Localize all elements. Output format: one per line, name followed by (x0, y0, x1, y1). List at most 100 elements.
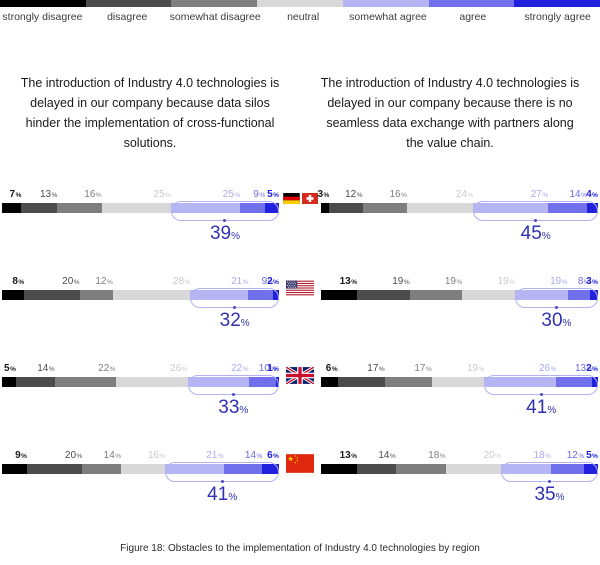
bar-segment-somewhat-agree (484, 377, 557, 387)
bar-segment-strongly-disagree (321, 377, 338, 387)
segment-value-label: 18% (533, 450, 551, 461)
segment-value-label: 6% (267, 450, 279, 461)
segment-value-label: 20% (483, 450, 502, 461)
segment-value-label: 17% (367, 363, 385, 374)
bar-segment-agree (248, 377, 277, 387)
chart-rows: 7% 13% 16% 25% 25% 9% 5% 39% 3% 12% 16% 24% 27% 14% 4%… (0, 189, 600, 537)
bar-segment-neutral (445, 464, 502, 474)
agree-total-label: 35% (534, 484, 565, 505)
bar-segment-somewhat-agree (170, 203, 241, 213)
bracket-pointer-dot (539, 393, 543, 396)
segment-value-label: 13% (575, 363, 593, 374)
bar-segment-agree (223, 464, 263, 474)
figure-caption: Figure 18: Obstacles to the implementati… (120, 543, 480, 554)
agree-total-label: 39% (209, 223, 240, 244)
bar-segment-somewhat-disagree (395, 464, 446, 474)
segment-value-label: 7% (9, 189, 22, 200)
agree-bracket (187, 375, 279, 396)
bar-segment-strongly-disagree (321, 290, 357, 300)
bar-segment-somewhat-disagree (362, 203, 407, 213)
bar-segment-strongly-disagree (321, 203, 330, 213)
agree-total-label: 32% (219, 310, 250, 331)
bracket-pointer-dot (534, 219, 538, 222)
segment-value-label: 21% (231, 276, 249, 287)
segment-value-label: 2% (586, 363, 598, 374)
bar-group-right: 6% 17% 17% 19% 26% 13% 2% 41% (321, 363, 598, 427)
bar-segment-somewhat-disagree (82, 464, 122, 474)
bar-group-right: 13% 19% 19% 19% 19% 8% 3% 30% (321, 276, 598, 340)
segment-value-label: 9% (261, 276, 274, 287)
bar-segment-agree (548, 203, 587, 213)
germany-flag-icon (282, 193, 300, 204)
segment-value-label: 3% (317, 189, 330, 200)
segment-value-label: 26% (170, 363, 188, 374)
bar-segment-neutral (431, 377, 485, 387)
bar-segment-somewhat-disagree (54, 377, 116, 387)
agree-total-label: 33% (218, 397, 249, 418)
usa-flag-icon (286, 280, 314, 296)
bar-group-left: 8% 20% 12% 28% 21% 9% 2% 32% (2, 276, 279, 340)
agree-bracket (501, 462, 598, 483)
region-flags (279, 363, 321, 450)
agree-bracket (484, 375, 598, 396)
legend-labels: strongly disagree disagree somewhat disagr… (0, 7, 600, 23)
bar-segment-neutral (112, 290, 191, 300)
region-flags (279, 276, 321, 363)
bar-segment-somewhat-disagree (79, 290, 113, 300)
bar-segment-strongly-disagree (2, 290, 25, 300)
legend-swatch-disagree (85, 0, 172, 7)
bar-group-right: 13% 14% 18% 20% 18% 12% 5% 35% (321, 450, 598, 514)
segment-value-label: 26% (539, 363, 557, 374)
bar-segment-strongly-disagree (2, 377, 16, 387)
bar-segment-strongly-disagree (2, 464, 27, 474)
legend-swatch-neutral (257, 0, 343, 7)
legend-swatch-somewhat-disagree (171, 0, 258, 7)
segment-value-labels: 9% 20% 14% 16% 21% 14% 6% (2, 450, 279, 462)
segment-value-label: 14% (378, 450, 396, 461)
bar-segment-neutral (121, 464, 166, 474)
bar-segment-somewhat-agree (187, 377, 249, 387)
segment-value-labels: 13% 19% 19% 19% 19% 8% 3% (321, 276, 598, 288)
bar-segment-agree (240, 203, 266, 213)
segment-value-labels: 8% 20% 12% 28% 21% 9% 2% (2, 276, 279, 288)
segment-value-label: 12% (345, 189, 363, 200)
legend-swatch-somewhat-agree (342, 0, 429, 7)
region-row-united-states: 8% 20% 12% 28% 21% 9% 2% 32% 13% 19% 19% 19% 19% 8% 3%… (0, 276, 600, 363)
bar-group-right: 3% 12% 16% 24% 27% 14% 4% 45% (317, 189, 598, 253)
likert-legend: strongly disagree disagree somewhat disagr… (0, 0, 600, 23)
segment-value-label: 25% (153, 189, 171, 200)
legend-label-somewhat-agree: somewhat agree (349, 11, 427, 23)
segment-value-label: 13% (339, 450, 357, 461)
segment-value-label: 14% (103, 450, 122, 461)
bar-segment-agree (248, 290, 274, 300)
bracket-pointer-dot (220, 480, 224, 483)
segment-value-label: 20% (62, 276, 80, 287)
segment-value-label: 5% (4, 363, 16, 374)
agree-bracket (514, 288, 598, 309)
segment-value-labels: 3% 12% 16% 24% 27% 14% 4% (317, 189, 598, 201)
legend-label-strongly-disagree: strongly disagree (2, 11, 83, 23)
agree-bracket (473, 201, 598, 222)
bracket-pointer-dot (231, 393, 235, 396)
segment-value-label: 8% (577, 276, 590, 287)
segment-value-label: 28% (172, 276, 191, 287)
bracket-pointer-dot (223, 219, 227, 222)
segment-value-label: 19% (444, 276, 463, 287)
segment-value-label: 5% (267, 189, 279, 200)
legend-swatch-agree (428, 0, 515, 7)
bracket-pointer-dot (233, 306, 237, 309)
region-row-germany/switzerland: 7% 13% 16% 25% 25% 9% 5% 39% 3% 12% 16% 24% 27% 14% 4%… (0, 189, 600, 276)
segment-value-label: 10% (258, 363, 277, 374)
legend-label-somewhat-disagree: somewhat disagree (169, 11, 261, 23)
bar-segment-neutral (115, 377, 188, 387)
segment-value-label: 16% (84, 189, 102, 200)
segment-value-label: 5% (586, 450, 598, 461)
bar-segment-disagree (24, 290, 80, 300)
segment-value-label: 13% (39, 189, 58, 200)
segment-value-label: 19% (466, 363, 485, 374)
agree-total-label: 30% (541, 310, 572, 331)
legend-swatch-strongly-agree (514, 0, 600, 7)
region-row-china: 9% 20% 14% 16% 21% 14% 6% 41% 13% 14% 18% 20% 18% 12%… (0, 450, 600, 537)
segment-value-label: 3% (586, 276, 598, 287)
segment-value-label: 9% (15, 450, 27, 461)
